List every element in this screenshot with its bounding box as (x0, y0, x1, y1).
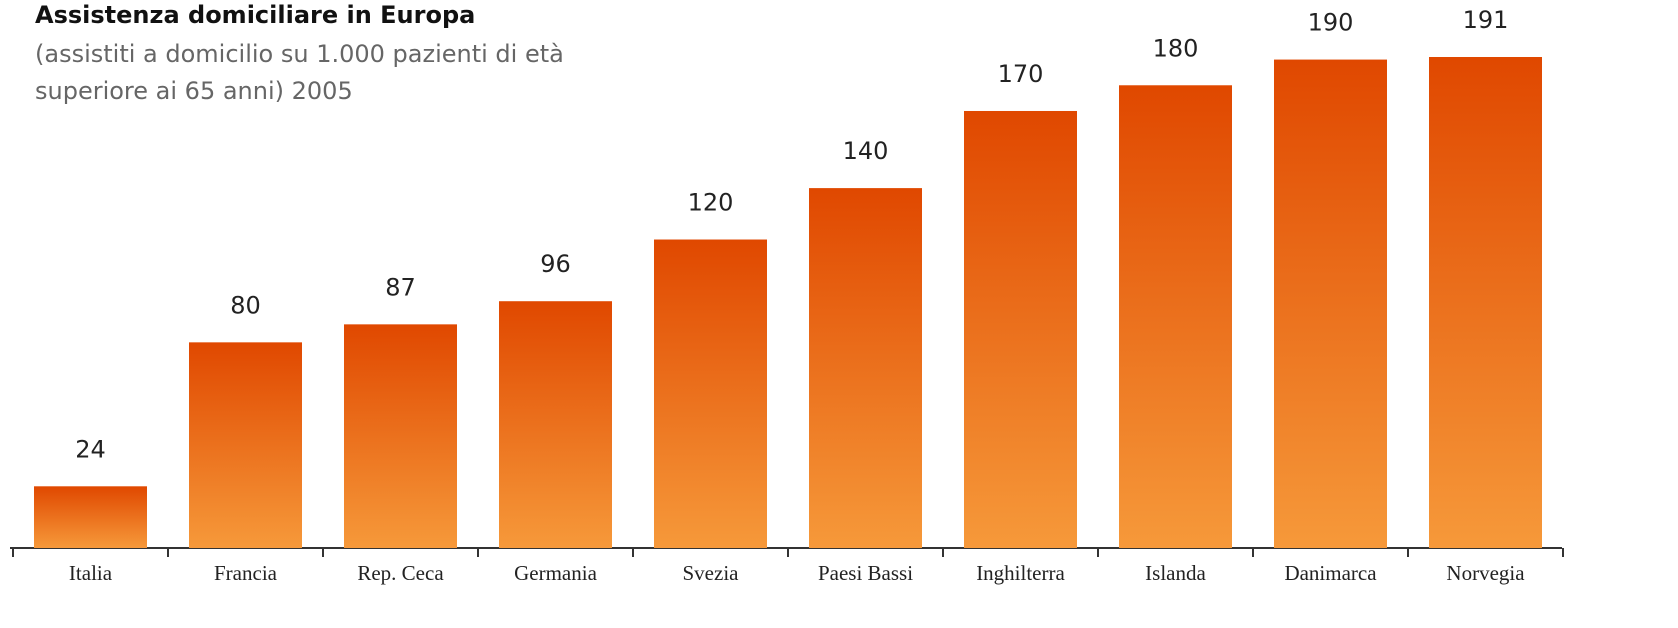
value-label: 140 (843, 137, 889, 165)
x-tick-label: Inghilterra (976, 561, 1065, 585)
x-tick-label: Rep. Ceca (357, 561, 444, 585)
bar (189, 342, 302, 548)
bar (654, 239, 767, 549)
bar (344, 324, 457, 548)
bar (34, 486, 147, 548)
x-tick-label: Norvegia (1446, 561, 1525, 585)
x-tick-label: Paesi Bassi (818, 561, 913, 585)
value-label: 120 (688, 189, 734, 217)
value-label: 191 (1463, 6, 1509, 34)
x-tick-label: Germania (514, 561, 597, 585)
bar (964, 110, 1077, 549)
bar (1119, 85, 1232, 548)
value-label: 96 (540, 250, 571, 278)
chart-title: Assistenza domiciliare in Europa (35, 1, 475, 29)
bar (1274, 59, 1387, 548)
x-tick-label: Francia (214, 561, 278, 585)
bar (499, 301, 612, 548)
x-tick-label: Italia (69, 561, 113, 585)
chart-subtitle: (assistiti a domicilio su 1.000 pazienti… (35, 40, 564, 68)
value-label: 170 (998, 60, 1044, 88)
x-tick-label: Islanda (1145, 561, 1206, 585)
value-label: 87 (385, 273, 416, 301)
x-tick-label: Danimarca (1284, 561, 1377, 585)
value-label: 190 (1308, 9, 1354, 37)
bar (1429, 57, 1542, 548)
bar (809, 188, 922, 548)
chart-subtitle: superiore ai 65 anni) 2005 (35, 77, 353, 105)
value-label: 24 (75, 435, 106, 463)
value-label: 80 (230, 291, 261, 319)
x-tick-label: Svezia (683, 561, 740, 585)
value-label: 180 (1153, 34, 1199, 62)
